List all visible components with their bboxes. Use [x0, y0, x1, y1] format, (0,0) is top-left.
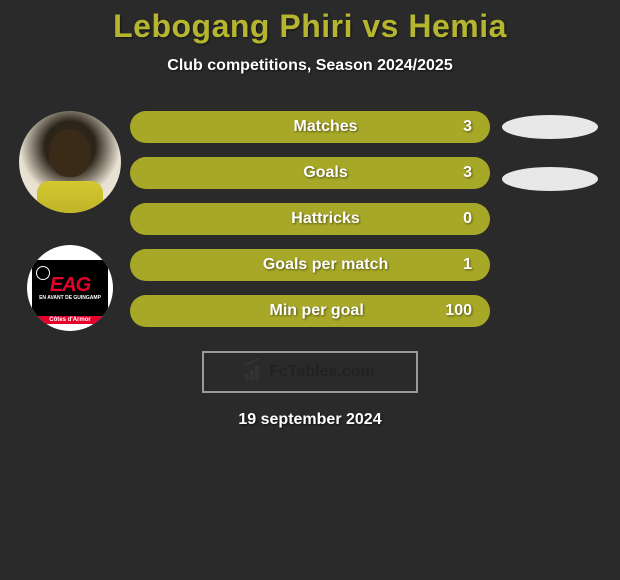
left-column: EAG EN AVANT DE GUINGAMP Côtes d'Armor [10, 111, 130, 331]
comparison-pill [502, 115, 598, 139]
stat-value: 100 [445, 302, 472, 320]
club-logo: EAG EN AVANT DE GUINGAMP Côtes d'Armor [27, 245, 113, 331]
comparison-pill [502, 167, 598, 191]
player-avatar [19, 111, 121, 213]
stat-value: 1 [463, 256, 472, 274]
stats-column: Matches 3 Goals 3 Hattricks 0 Goals per … [130, 111, 490, 331]
stat-bar-mpg: Min per goal 100 [130, 295, 490, 327]
club-line2: Côtes d'Armor [32, 316, 108, 324]
content-row: EAG EN AVANT DE GUINGAMP Côtes d'Armor M… [0, 111, 620, 331]
brand-box: FcTables.com [202, 351, 418, 393]
club-line1: EN AVANT DE GUINGAMP [39, 295, 101, 301]
stat-label: Matches [148, 118, 463, 136]
spiral-icon [36, 266, 50, 280]
stat-bar-hattricks: Hattricks 0 [130, 203, 490, 235]
club-short: EAG [50, 275, 90, 295]
infographic-root: Lebogang Phiri vs Hemia Club competition… [0, 0, 620, 429]
right-column [490, 111, 610, 331]
stat-label: Goals per match [148, 256, 463, 274]
page-subtitle: Club competitions, Season 2024/2025 [0, 57, 620, 75]
stat-bar-goals: Goals 3 [130, 157, 490, 189]
club-badge-inner: EAG EN AVANT DE GUINGAMP Côtes d'Armor [32, 260, 108, 316]
stat-value: 0 [463, 210, 472, 228]
stat-label: Goals [148, 164, 463, 182]
footer-date: 19 september 2024 [0, 411, 620, 429]
stat-value: 3 [463, 118, 472, 136]
chart-icon [245, 364, 263, 380]
stat-label: Hattricks [148, 210, 463, 228]
stat-value: 3 [463, 164, 472, 182]
brand-text: FcTables.com [269, 363, 375, 381]
stat-bar-matches: Matches 3 [130, 111, 490, 143]
stat-label: Min per goal [148, 302, 445, 320]
page-title: Lebogang Phiri vs Hemia [0, 8, 620, 45]
stat-bar-gpm: Goals per match 1 [130, 249, 490, 281]
